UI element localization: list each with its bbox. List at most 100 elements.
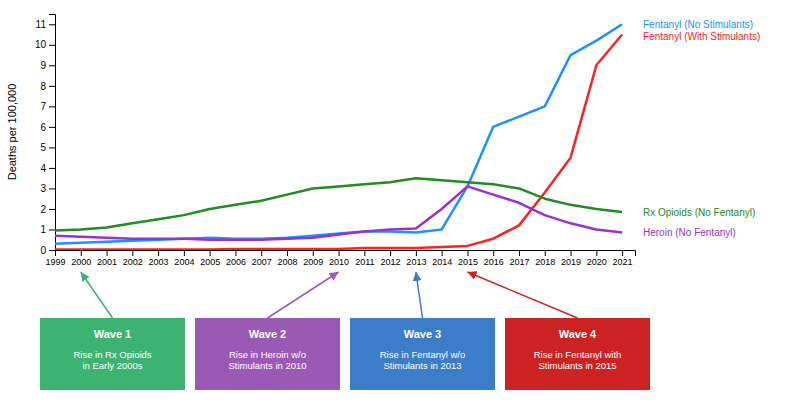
x-tick: 2016 [484,250,504,267]
line-label: Heroin (No Fentanyl) [643,227,736,238]
chart: 1999 2000 2001 2002 2003 2004 2005 2006 2007 2008… [0,0,800,413]
wave-title: Wave 2 [249,328,287,340]
x-tick-label: 2008 [277,257,297,267]
x-tick-label: 2011 [355,257,374,267]
y-axis-line [49,15,56,251]
x-tick-label: 2015 [458,257,478,267]
x-tick-mark [107,250,108,256]
y-tick: 3 [40,183,55,194]
x-tick-mark [416,250,417,256]
y-tick-mark [49,250,55,251]
x-tick-label: 2005 [200,257,220,267]
x-axis: 1999 2000 2001 2002 2003 2004 2005 2006 2007 2008… [45,250,635,267]
x-tick-mark [596,250,597,256]
x-tick-label: 2000 [71,257,91,267]
y-tick-mark [49,168,55,169]
wave-annotation: Wave 4 Rise in Fentanyl withStimulants in… [467,272,650,390]
y-tick: 11 [36,19,55,30]
series-line [55,24,622,244]
x-tick-label: 2018 [535,257,555,267]
x-tick: 2010 [329,250,349,267]
x-tick: 2018 [535,250,555,267]
wave-arrow [467,272,577,318]
wave-title: Wave 3 [404,328,442,340]
x-tick-label: 2014 [432,257,452,267]
x-tick-label: 2004 [174,257,194,267]
wave-title: Wave 1 [94,328,132,340]
x-tick: 2013 [406,250,426,267]
y-tick-mark [49,209,55,210]
wave-annotation: Wave 1 Rise in Rx Opioidsin Early 2000s [40,272,185,390]
wave-subtitle-line: Stimulants in 2015 [538,360,616,371]
x-tick-label: 1999 [45,257,65,267]
y-tick-label: 2 [40,204,46,215]
x-tick-label: 2002 [123,257,143,267]
y-tick: 5 [40,142,55,153]
x-tick-label: 2007 [252,257,272,267]
x-tick: 2020 [587,250,607,267]
x-tick: 2006 [226,250,246,267]
wave-subtitle-line: in Early 2000s [82,360,142,371]
line-label: Rx Opioids (No Fentanyl) [643,207,755,218]
wave-annotation: Wave 2 Rise in Heroin w/oStimulants in 20… [195,272,340,390]
wave-box [195,318,340,390]
x-tick-mark [313,250,314,256]
y-tick-mark [49,127,55,128]
wave-box [350,318,495,390]
x-tick-label: 2019 [561,257,581,267]
wave-subtitle: Rise in Heroin w/oStimulants in 2010 [228,349,306,371]
x-tick-mark [184,250,185,256]
line-label: Fentanyl (No Stimulants) [643,19,753,30]
y-tick-mark [49,106,55,107]
x-tick-label: 2010 [329,257,349,267]
x-tick-label: 2003 [149,257,169,267]
y-tick: 0 [40,245,55,256]
y-tick: 10 [35,39,55,50]
x-tick-mark [287,250,288,256]
x-tick-mark [158,250,159,256]
wave-annotation: Wave 3 Rise in Fentanyl w/oStimulants in … [350,272,495,390]
x-tick-mark [545,250,546,256]
y-tick: 8 [40,81,55,92]
y-tick: 1 [40,224,55,235]
series-line [55,186,622,239]
wave-subtitle-line: Rise in Fentanyl w/o [380,349,466,360]
wave-subtitle-line: Rise in Heroin w/o [229,349,306,360]
y-tick: 6 [40,122,55,133]
x-tick-label: 2001 [97,257,117,267]
series-line [55,178,622,230]
x-tick-label: 2016 [484,257,504,267]
x-tick-label: 2006 [226,257,246,267]
wave-subtitle-line: Stimulants in 2010 [228,360,306,371]
x-tick: 2015 [458,250,478,267]
x-tick-mark [442,250,443,256]
y-tick-mark [49,229,55,230]
x-tick: 2003 [149,250,169,267]
x-tick-mark [210,250,211,256]
x-tick-label: 2013 [406,257,426,267]
x-tick-label: 2021 [613,257,633,267]
y-tick-label: 7 [40,101,46,112]
y-tick-label: 3 [40,183,46,194]
x-tick: 2019 [561,250,581,267]
wave-subtitle-line: Rise in Rx Opioids [73,349,151,360]
wave-title: Wave 4 [559,328,597,340]
x-tick: 2008 [277,250,297,267]
wave-arrow [268,272,339,318]
y-tick: 9 [40,60,55,71]
x-tick: 2000 [71,250,91,267]
wave-subtitle-line: Stimulants in 2013 [383,360,461,371]
wave-box [40,318,185,390]
x-tick: 2014 [432,250,452,267]
x-tick-label: 2017 [509,257,529,267]
wave-subtitle: Rise in Fentanyl w/oStimulants in 2013 [380,349,466,371]
y-tick-label: 0 [40,245,46,256]
wave-arrow [81,272,113,318]
wave-subtitle-line: Rise in Fentanyl with [534,349,622,360]
x-tick: 2021 [613,250,633,267]
y-tick-label: 8 [40,81,46,92]
x-tick-label: 2020 [587,257,607,267]
x-tick: 2007 [252,250,272,267]
y-tick-label: 9 [40,60,46,71]
y-tick: 2 [40,204,55,215]
